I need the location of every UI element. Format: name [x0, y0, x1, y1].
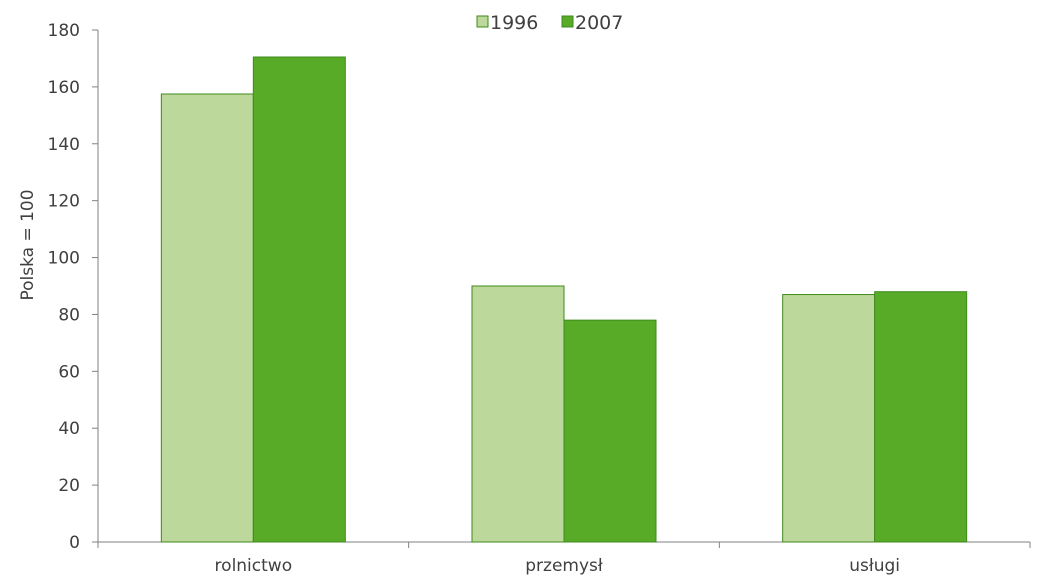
x-tick-label: usługi [849, 556, 900, 576]
x-axis: rolnictwo przemysł usługi [97, 541, 1031, 576]
bar-1996-usługi [782, 294, 876, 543]
y-tick-label: 80 [58, 305, 80, 325]
bar-1996-rolnictwo [160, 93, 254, 543]
y-tick-label: 180 [48, 21, 80, 41]
legend-swatch-2007 [561, 15, 574, 28]
y-tick-label: 20 [58, 476, 80, 496]
y-tick-label: 60 [58, 362, 80, 382]
x-tick-label: rolnictwo [215, 556, 293, 576]
bar-1996-przemysł [471, 285, 565, 543]
y-tick-label: 0 [69, 533, 80, 553]
legend-label-2007: 2007 [575, 12, 623, 34]
y-tick-label: 120 [48, 192, 80, 212]
y-axis: 0 20 40 60 80 100 120 140 160 180 [48, 21, 99, 553]
y-tick-label: 40 [58, 419, 80, 439]
bars [160, 56, 968, 543]
legend: 1996 2007 [476, 12, 623, 34]
y-tick-label: 100 [48, 249, 80, 269]
y-tick-label: 160 [48, 78, 80, 98]
legend-swatch-1996 [476, 15, 489, 28]
bar-2007-usługi [874, 291, 968, 543]
y-tick-label: 140 [48, 135, 80, 155]
x-tick-label: przemysł [525, 556, 603, 576]
legend-label-1996: 1996 [490, 12, 538, 34]
bar-2007-rolnictwo [252, 56, 346, 543]
y-axis-title: Polska = 100 [18, 189, 38, 300]
bar-2007-przemysł [563, 319, 657, 543]
